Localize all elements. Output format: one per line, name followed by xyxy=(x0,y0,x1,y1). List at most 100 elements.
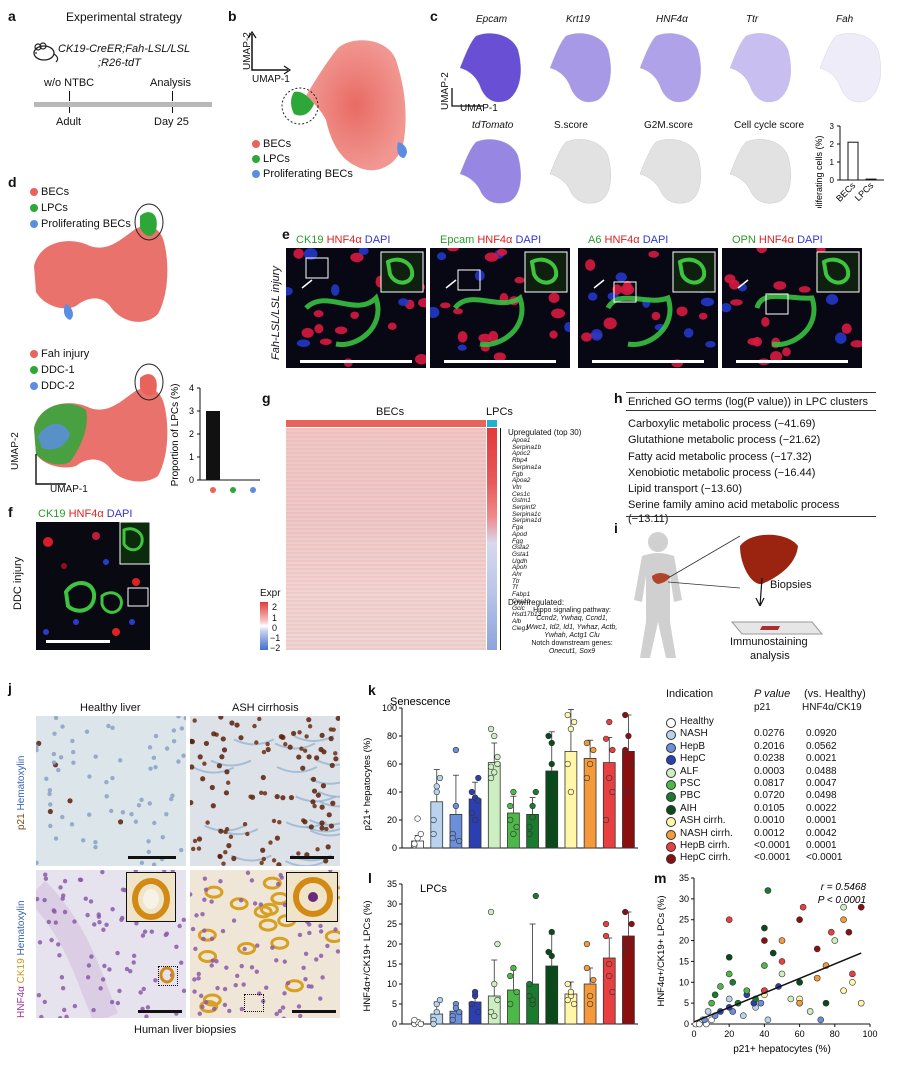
indication-dot xyxy=(666,804,676,815)
scatter-point xyxy=(857,903,865,911)
scatter-point xyxy=(831,937,839,944)
axis-tick: 35 xyxy=(387,880,397,889)
prolif-tick: 2 xyxy=(830,140,835,149)
data-point xyxy=(532,788,539,796)
scatter-point xyxy=(743,987,751,994)
lpc-pvalue: 0.0920 xyxy=(806,728,837,740)
table-row: PBC 0.0720 0.0498 xyxy=(666,790,902,803)
m-xtick: 0 xyxy=(691,1029,696,1039)
data-point xyxy=(487,763,495,770)
m-xlabel: p21+ hepatocytes (%) xyxy=(733,1044,831,1055)
j-healthy-hnf4a xyxy=(36,870,186,1018)
panel-label-c: c xyxy=(430,8,438,24)
data-point xyxy=(622,711,629,719)
data-point xyxy=(491,769,498,776)
experimental-strategy-title: Experimental strategy xyxy=(66,10,183,24)
umap1-label-c: UMAP-1 xyxy=(460,103,498,114)
data-point xyxy=(414,835,421,842)
data-point xyxy=(507,802,514,810)
data-point xyxy=(529,814,536,821)
legend-b-0: BECs xyxy=(252,138,291,150)
data-point xyxy=(449,1016,456,1024)
indication-dot xyxy=(666,829,676,840)
data-point xyxy=(545,1000,552,1008)
data-point xyxy=(564,996,571,1004)
feature-plot xyxy=(459,139,521,204)
data-point xyxy=(449,835,456,842)
m-ytick: 20 xyxy=(679,936,689,946)
e-micrograph xyxy=(430,248,570,368)
data-point xyxy=(571,718,578,726)
m-ytick: 0 xyxy=(684,1019,689,1029)
g-becs-bar xyxy=(286,420,486,427)
score-label: tdTomato xyxy=(472,120,514,131)
bar xyxy=(583,758,597,849)
m-xtick: 80 xyxy=(830,1029,840,1039)
data-point xyxy=(606,718,613,726)
data-point xyxy=(436,996,444,1004)
bar xyxy=(449,1010,463,1025)
g-up-gene: Alb xyxy=(512,617,522,625)
scatter-point xyxy=(813,974,821,982)
m-ytick: 10 xyxy=(679,977,689,987)
lpc-pvalue: 0.0562 xyxy=(806,740,837,752)
g-up-title: Upregulated (top 30) xyxy=(508,428,582,437)
scatter-point xyxy=(778,958,786,965)
data-point xyxy=(430,830,437,838)
data-point xyxy=(507,816,514,824)
lpc-pvalue: 0.0047 xyxy=(806,778,837,789)
g-up-gene: Apoa2 xyxy=(512,477,531,485)
heatmap-lpcs xyxy=(487,428,497,650)
scatter-point xyxy=(778,937,786,944)
legend-d2-0: Fah injury xyxy=(30,348,89,360)
g-up-gene: Gsta1 xyxy=(512,550,530,558)
arrow-start xyxy=(69,91,70,101)
data-point xyxy=(433,788,440,796)
g-tick-m1: −1 xyxy=(270,633,281,643)
data-point xyxy=(471,816,479,824)
data-point xyxy=(487,725,495,733)
data-point xyxy=(436,774,444,782)
legend-d1-0: BECs xyxy=(30,186,69,198)
indication-name: NASH cirrh. xyxy=(680,827,733,839)
scatter-point xyxy=(761,937,768,944)
scatter-point xyxy=(739,1012,747,1019)
g-up-gene: Ahr xyxy=(512,571,522,579)
scatter-point xyxy=(725,970,733,978)
table-row: NASH 0.0276 0.0920 xyxy=(666,728,902,741)
timeline-end-label: Day 25 xyxy=(154,116,189,128)
gene-label: Fah xyxy=(836,14,854,25)
data-point xyxy=(548,928,555,936)
scatter-point xyxy=(725,916,733,924)
proliferating-bar-chart: Proliferating cells (%) 0 1 2 3 BECs LPCs xyxy=(814,122,884,208)
data-point xyxy=(625,732,632,740)
g-up-gene: Fgg xyxy=(512,537,524,545)
umap2-label-d: UMAP-2 xyxy=(10,432,21,470)
scatter-point xyxy=(695,1020,703,1028)
e-stain-labels: CK19 HNF4α DAPI xyxy=(296,234,391,246)
table-row: HepB cirrh. <0.0001 0.0001 xyxy=(666,840,902,852)
go-terms-list: Carboxylic metabolic process (−41.69) Glu… xyxy=(628,416,840,525)
j-col1: Healthy liver xyxy=(80,702,141,714)
table-row: ASH cirrh. 0.0010 0.0001 xyxy=(666,815,902,828)
scatter-point xyxy=(845,928,853,936)
scatter-point xyxy=(761,962,768,969)
lpc-pvalue: 0.0488 xyxy=(806,765,837,777)
go-term: Xenobiotic metabolic process (−16.44) xyxy=(628,466,816,479)
scatter-point xyxy=(840,903,847,911)
g-up-gene: Apoc2 xyxy=(512,450,531,458)
indication-dot xyxy=(666,817,676,828)
g-bracket xyxy=(500,428,501,650)
data-point xyxy=(529,996,536,1004)
data-point xyxy=(625,940,632,948)
g-up-gene: Apoa1 xyxy=(512,437,531,444)
g-up-gene: Gsta2 xyxy=(512,544,530,552)
legend-d2-1: DDC-1 xyxy=(30,364,75,376)
m-ylabel: HNF4α+/CK19+ LPCs (%) xyxy=(656,895,667,1006)
data-point xyxy=(571,1000,578,1008)
i-biopsies-label: Biopsies xyxy=(770,579,812,591)
umap1-label-b: UMAP-1 xyxy=(252,74,290,85)
go-term: Fatty acid metabolic process (−17.32) xyxy=(628,450,812,463)
gene-label: Epcam xyxy=(476,14,508,25)
indication-name: PSC xyxy=(680,778,701,789)
